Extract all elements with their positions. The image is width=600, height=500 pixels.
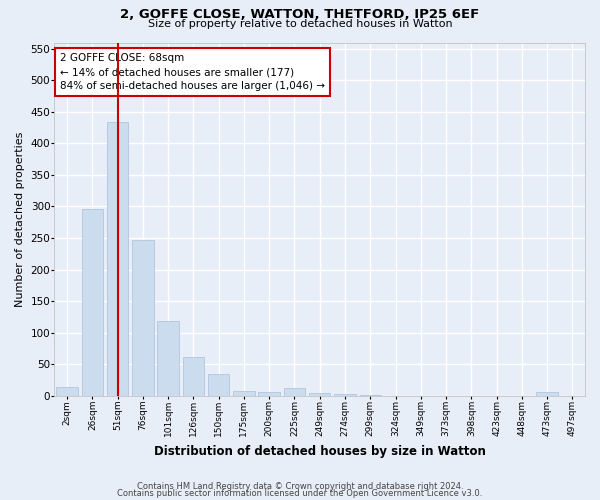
Text: 2, GOFFE CLOSE, WATTON, THETFORD, IP25 6EF: 2, GOFFE CLOSE, WATTON, THETFORD, IP25 6… — [121, 8, 479, 20]
Bar — [233, 391, 254, 396]
Bar — [259, 392, 280, 396]
Bar — [82, 209, 103, 396]
Bar — [309, 393, 331, 396]
Bar — [56, 387, 78, 396]
Bar — [284, 388, 305, 396]
Bar — [334, 394, 356, 396]
Bar — [536, 392, 558, 396]
Bar — [157, 321, 179, 396]
Bar — [132, 240, 154, 396]
Text: 2 GOFFE CLOSE: 68sqm
← 14% of detached houses are smaller (177)
84% of semi-deta: 2 GOFFE CLOSE: 68sqm ← 14% of detached h… — [60, 53, 325, 91]
Bar — [208, 374, 229, 396]
X-axis label: Distribution of detached houses by size in Watton: Distribution of detached houses by size … — [154, 444, 485, 458]
Bar — [107, 122, 128, 396]
Bar — [182, 356, 204, 396]
Y-axis label: Number of detached properties: Number of detached properties — [15, 132, 25, 306]
Bar — [359, 395, 381, 396]
Text: Contains HM Land Registry data © Crown copyright and database right 2024.: Contains HM Land Registry data © Crown c… — [137, 482, 463, 491]
Text: Contains public sector information licensed under the Open Government Licence v3: Contains public sector information licen… — [118, 489, 482, 498]
Text: Size of property relative to detached houses in Watton: Size of property relative to detached ho… — [148, 19, 452, 29]
